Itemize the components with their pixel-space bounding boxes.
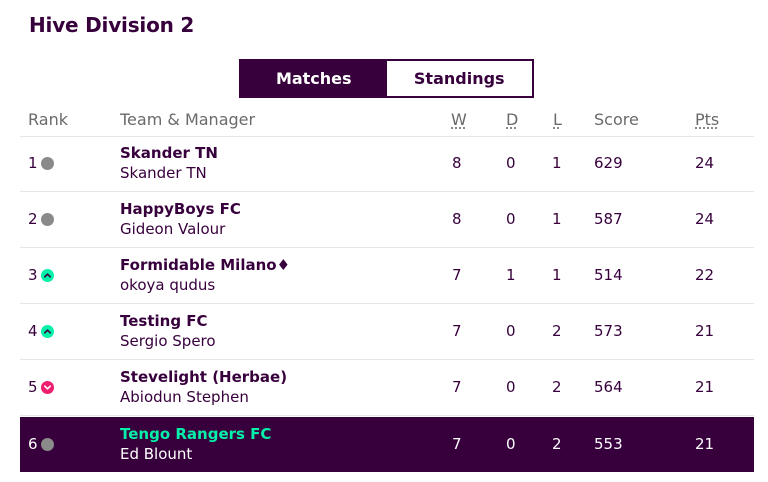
- points-value: 24: [695, 210, 715, 228]
- score-value: 553: [594, 435, 623, 453]
- rank-number: 5: [28, 378, 38, 396]
- manager-name: Abiodun Stephen: [120, 388, 249, 406]
- points-value: 21: [695, 378, 715, 396]
- column-score: Score: [594, 110, 639, 129]
- table-row[interactable]: 3 Formidable Milano♦ okoya qudus 7 1 1 514 22: [20, 248, 754, 304]
- wins-value: 8: [452, 210, 462, 228]
- points-value: 21: [695, 435, 715, 453]
- wins-value: 7: [452, 378, 462, 396]
- losses-value: 1: [552, 266, 562, 284]
- wins-value: 7: [452, 322, 462, 340]
- chevron-up-icon: [41, 269, 54, 282]
- wins-value: 7: [452, 435, 462, 453]
- column-team-manager: Team & Manager: [120, 110, 256, 129]
- neutral-dot-icon: [41, 438, 54, 451]
- wins-value: 8: [452, 154, 462, 172]
- draws-value: 1: [506, 266, 516, 284]
- table-row[interactable]: 6 Tengo Rangers FC Ed Blount 7 0 2 553 21: [20, 417, 754, 472]
- rank-number: 6: [28, 435, 38, 453]
- column-losses: L: [553, 110, 562, 129]
- view-toggle: Matches Standings: [239, 59, 534, 98]
- column-draws: D: [506, 110, 519, 129]
- losses-value: 2: [552, 322, 562, 340]
- manager-name: Gideon Valour: [120, 220, 226, 238]
- table-row[interactable]: 4 Testing FC Sergio Spero 7 0 2 573 21: [20, 304, 754, 360]
- score-value: 573: [594, 322, 623, 340]
- score-value: 629: [594, 154, 623, 172]
- score-value: 564: [594, 378, 623, 396]
- page-title: Hive Division 2: [29, 13, 195, 37]
- tab-standings[interactable]: Standings: [386, 61, 532, 96]
- draws-value: 0: [506, 210, 516, 228]
- wins-value: 7: [452, 266, 462, 284]
- column-wins: W: [451, 110, 467, 129]
- score-value: 587: [594, 210, 623, 228]
- losses-value: 2: [552, 378, 562, 396]
- manager-name: Sergio Spero: [120, 332, 216, 350]
- manager-name: Skander TN: [120, 164, 207, 182]
- table-row[interactable]: 5 Stevelight (Herbae) Abiodun Stephen 7 0 2 56…: [20, 360, 754, 416]
- team-name-link[interactable]: HappyBoys FC: [120, 200, 241, 218]
- table-row[interactable]: 2 HappyBoys FC Gideon Valour 8 0 1 587 24: [20, 192, 754, 248]
- neutral-dot-icon: [41, 213, 54, 226]
- losses-value: 1: [552, 210, 562, 228]
- rank-number: 1: [28, 154, 38, 172]
- score-value: 514: [594, 266, 623, 284]
- manager-name: Ed Blount: [120, 445, 193, 463]
- draws-value: 0: [506, 154, 516, 172]
- team-name-link[interactable]: Testing FC: [120, 312, 208, 330]
- team-name-link[interactable]: Stevelight (Herbae): [120, 368, 288, 386]
- column-rank: Rank: [28, 110, 68, 129]
- draws-value: 0: [506, 378, 516, 396]
- rank-number: 2: [28, 210, 38, 228]
- draws-value: 0: [506, 435, 516, 453]
- tab-matches[interactable]: Matches: [241, 61, 387, 96]
- rank-number: 3: [28, 266, 38, 284]
- table-row[interactable]: 1 Skander TN Skander TN 8 0 1 629 24: [20, 136, 754, 192]
- neutral-dot-icon: [41, 157, 54, 170]
- chevron-up-icon: [41, 325, 54, 338]
- rank-number: 4: [28, 322, 38, 340]
- manager-name: okoya qudus: [120, 276, 216, 294]
- table-header: Rank Team & Manager W D L Score Pts: [20, 106, 754, 137]
- points-value: 22: [695, 266, 715, 284]
- column-points: Pts: [695, 110, 720, 129]
- losses-value: 2: [552, 435, 562, 453]
- chevron-down-icon: [41, 381, 54, 394]
- team-name-link[interactable]: Formidable Milano♦: [120, 256, 291, 274]
- losses-value: 1: [552, 154, 562, 172]
- team-name-link[interactable]: Tengo Rangers FC: [120, 425, 272, 443]
- team-name-link[interactable]: Skander TN: [120, 144, 218, 162]
- points-value: 21: [695, 322, 715, 340]
- draws-value: 0: [506, 322, 516, 340]
- points-value: 24: [695, 154, 715, 172]
